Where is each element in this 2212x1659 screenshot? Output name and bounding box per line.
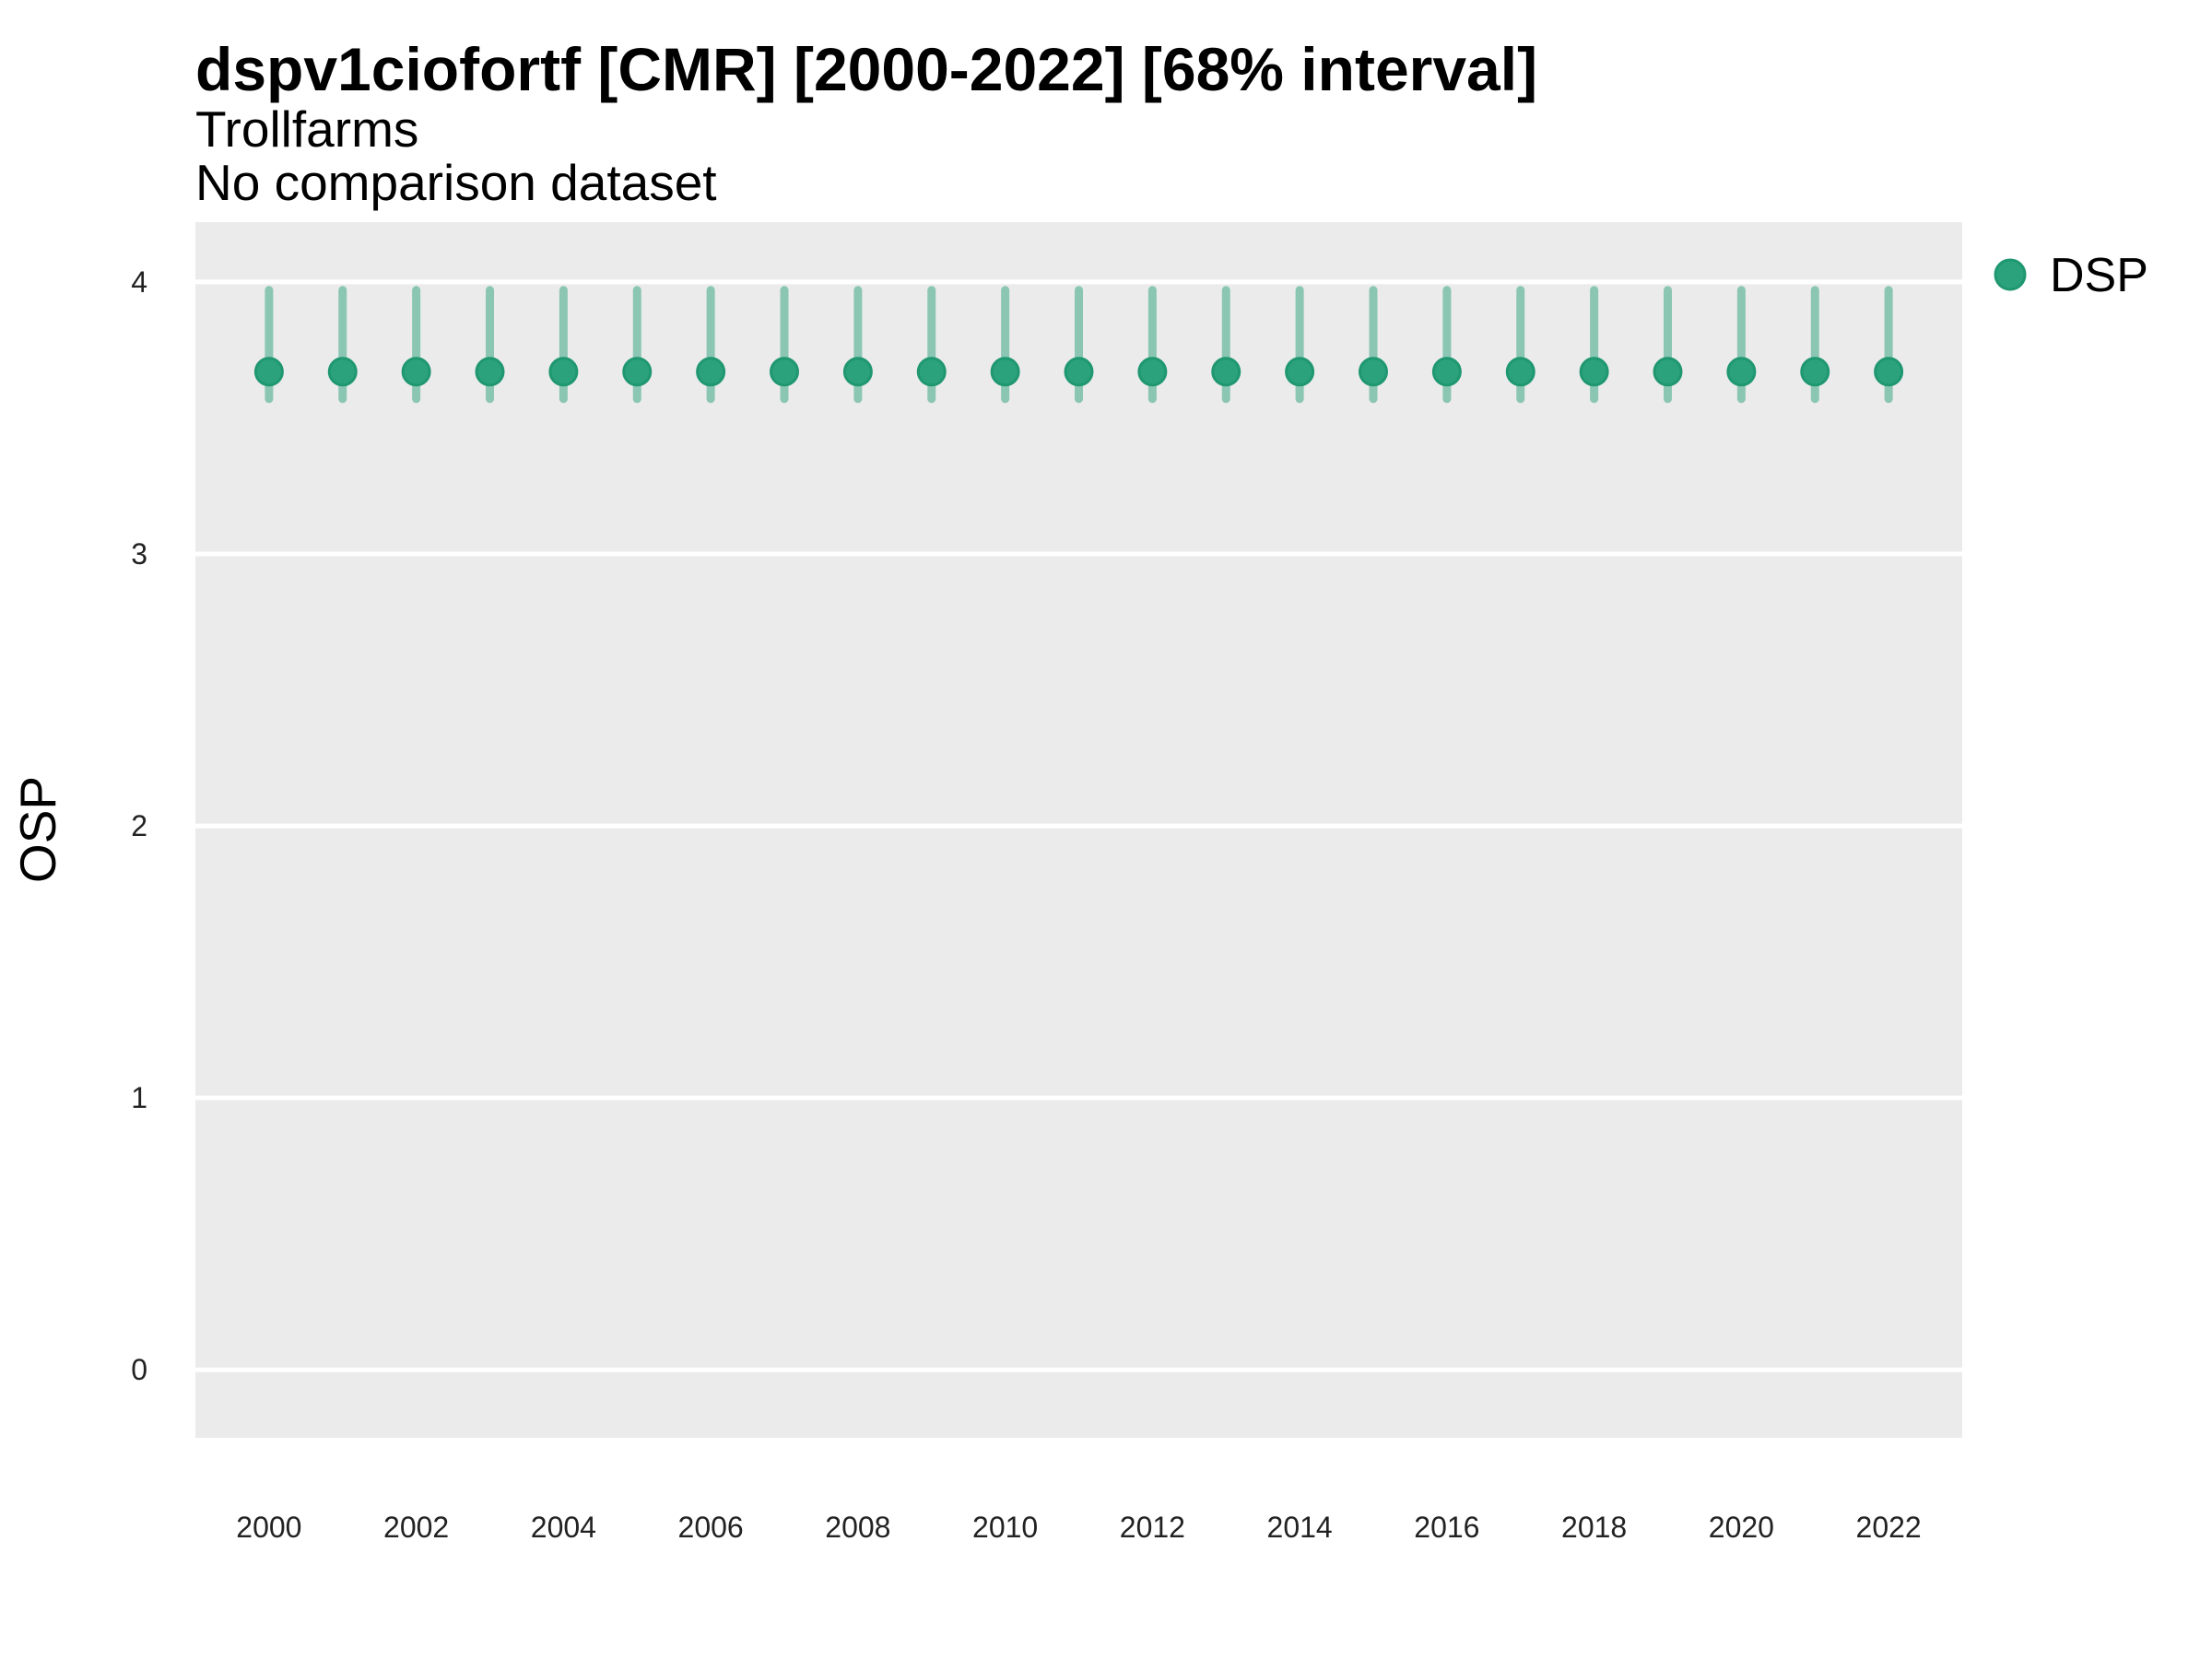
x-tick-label-2000: 2000 [236,1511,301,1544]
data-point-2000 [253,357,284,387]
x-tick-label-2006: 2006 [678,1511,744,1544]
data-point-2017 [1505,357,1535,387]
x-tick-label-2012: 2012 [1120,1511,1185,1544]
data-point-2020 [1726,357,1757,387]
data-point-2001 [327,357,358,387]
y-tick-label-1: 1 [131,1081,147,1114]
y-tick-label-4: 4 [131,265,147,299]
x-tick-label-2002: 2002 [383,1511,449,1544]
data-point-2012 [1137,357,1168,387]
data-point-2015 [1359,357,1388,387]
x-tick-label-2016: 2016 [1414,1511,1479,1544]
data-point-2022 [1874,357,1904,387]
x-tick-label-2020: 2020 [1709,1511,1774,1544]
data-point-2009 [916,357,947,387]
data-point-2014 [1285,357,1315,387]
legend: DSP [1994,249,2148,302]
y-tick-label-2: 2 [131,809,147,842]
data-point-2019 [1653,357,1683,387]
data-point-2011 [1064,357,1094,387]
data-point-2008 [842,357,873,387]
x-tick-label-2022: 2022 [1856,1511,1922,1544]
x-tick-label-2010: 2010 [972,1511,1038,1544]
chart-title: dspv1ciofortf [CMR] [2000-2022] [68% int… [195,35,1537,103]
data-point-2010 [990,357,1020,387]
data-point-2021 [1800,357,1830,387]
data-point-2013 [1211,357,1241,387]
y-tick-label-3: 3 [131,537,147,571]
data-point-2005 [622,357,653,387]
x-tick-label-2018: 2018 [1561,1511,1627,1544]
legend-marker-icon [1994,258,2027,291]
y-axis-title: OSP [9,776,66,883]
data-point-2003 [475,357,505,387]
x-tick-label-2008: 2008 [825,1511,890,1544]
chart-comparison-note: No comparison dataset [195,154,717,211]
y-tick-label-0: 0 [131,1353,147,1386]
panel-background [195,222,1962,1438]
plot-panel: 0 1 2 3 4 2000 2002 2004 2006 2008 2010 2012 2014 201… [131,222,1962,1544]
data-point-2002 [401,357,431,387]
x-tick-label-2004: 2004 [531,1511,596,1544]
data-point-2016 [1431,357,1462,387]
chart-subtitle: Trollfarms [195,100,418,158]
data-point-2018 [1579,357,1609,387]
data-point-2007 [770,357,799,387]
legend-label: DSP [2050,249,2148,302]
data-point-2004 [548,357,579,387]
x-tick-label-2014: 2014 [1267,1511,1333,1544]
data-point-2006 [696,357,726,387]
